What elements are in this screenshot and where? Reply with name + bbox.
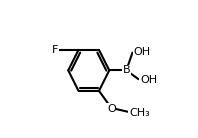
Text: O: O xyxy=(107,104,116,114)
Text: OH: OH xyxy=(140,75,157,85)
Text: F: F xyxy=(52,45,58,55)
Text: OH: OH xyxy=(133,47,150,57)
Text: B: B xyxy=(123,65,130,75)
Text: CH₃: CH₃ xyxy=(129,108,150,118)
